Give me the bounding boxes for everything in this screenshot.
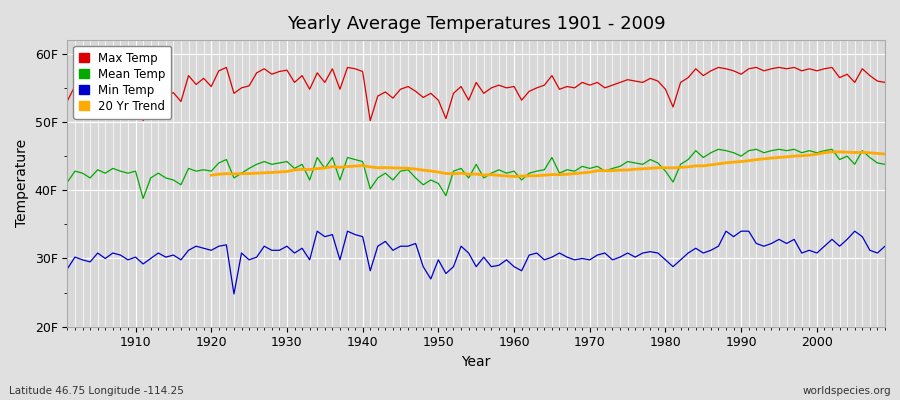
Max Temp (62, 98, 73, 103)
Mean Temp (517, 178, 527, 182)
20 Yr Trend (508, 174, 519, 179)
Max Temp (138, 118, 148, 123)
Mean Temp (508, 169, 519, 174)
Min Temp (297, 246, 308, 251)
Max Temp (615, 80, 626, 85)
Legend: Max Temp, Mean Temp, Min Temp, 20 Yr Trend: Max Temp, Mean Temp, Min Temp, 20 Yr Tre… (73, 46, 171, 119)
20 Yr Trend (410, 167, 421, 172)
20 Yr Trend (683, 164, 694, 169)
Min Temp (229, 292, 239, 296)
20 Yr Trend (865, 150, 876, 155)
Min Temp (311, 229, 322, 234)
Max Temp (517, 98, 527, 102)
20 Yr Trend (826, 150, 837, 154)
20 Yr Trend (788, 154, 799, 158)
Mean Temp (138, 196, 148, 201)
Text: worldspecies.org: worldspecies.org (803, 386, 891, 396)
Mean Temp (713, 147, 724, 152)
Min Temp (615, 255, 626, 260)
Title: Yearly Average Temperatures 1901 - 2009: Yearly Average Temperatures 1901 - 2009 (287, 15, 665, 33)
Mean Temp (342, 155, 353, 160)
20 Yr Trend (774, 155, 785, 160)
Mean Temp (297, 162, 308, 167)
Line: 20 Yr Trend: 20 Yr Trend (212, 152, 885, 176)
Mean Temp (608, 166, 618, 171)
Text: Latitude 46.75 Longitude -114.25: Latitude 46.75 Longitude -114.25 (9, 386, 184, 396)
Min Temp (524, 253, 535, 258)
Max Temp (879, 80, 890, 85)
Mean Temp (122, 171, 133, 176)
X-axis label: Year: Year (462, 355, 490, 369)
Min Temp (517, 268, 527, 273)
20 Yr Trend (206, 173, 217, 178)
Max Temp (304, 87, 315, 92)
Line: Mean Temp: Mean Temp (68, 149, 885, 198)
Line: Min Temp: Min Temp (68, 231, 885, 294)
Mean Temp (62, 180, 73, 184)
Min Temp (62, 266, 73, 271)
Max Temp (350, 66, 361, 71)
Min Temp (122, 258, 133, 262)
Mean Temp (879, 162, 890, 167)
Min Temp (879, 244, 890, 248)
Line: Max Temp: Max Temp (68, 68, 885, 121)
Max Temp (524, 89, 535, 94)
Y-axis label: Temperature: Temperature (15, 139, 29, 228)
Min Temp (350, 232, 361, 237)
20 Yr Trend (297, 167, 308, 172)
20 Yr Trend (879, 152, 890, 156)
Max Temp (122, 83, 133, 88)
Max Temp (221, 65, 232, 70)
